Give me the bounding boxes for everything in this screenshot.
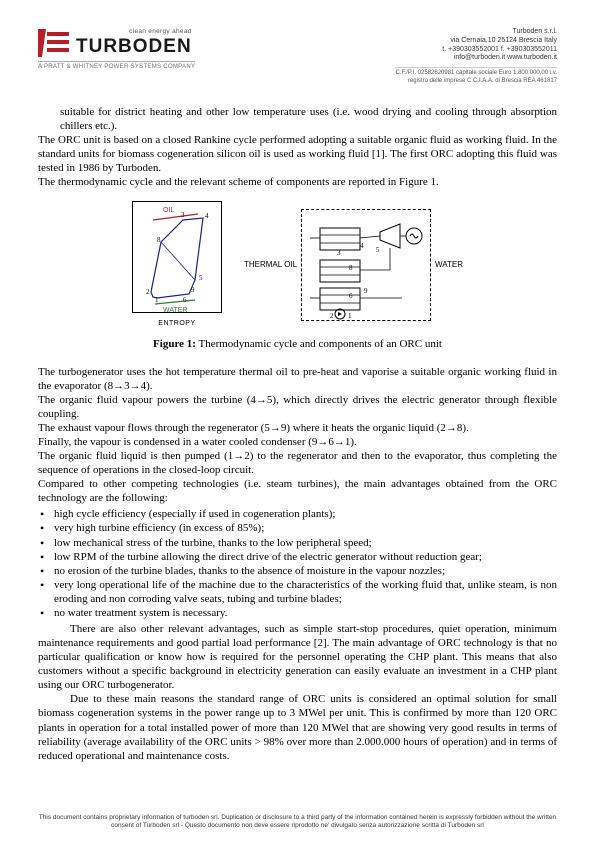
svg-text:3: 3	[181, 211, 185, 219]
document-body: suitable for district heating and other …	[38, 105, 557, 763]
paragraph-9: Compared to other competing technologies…	[38, 477, 557, 505]
svg-text:8: 8	[349, 264, 353, 272]
paragraph-2: The ORC unit is based on a closed Rankin…	[38, 133, 557, 175]
company-address: via Cernaia,10 25124 Brescia Italy	[395, 37, 557, 46]
thermal-oil-label: THERMAL OIL	[244, 261, 297, 270]
company-fiscal-2: registro delle imprese C.C.I.A.A. di Bre…	[395, 78, 557, 86]
list-item: low RPM of the turbine allowing the dire…	[38, 550, 557, 564]
svg-text:6: 6	[183, 296, 187, 304]
paragraph-3: The thermodynamic cycle and the relevant…	[38, 175, 557, 189]
svg-text:8: 8	[157, 236, 161, 244]
company-email: info@turboden.it www.turboden.it	[395, 54, 557, 63]
paragraph-11: Due to these main reasons the standard r…	[38, 692, 557, 762]
list-item: very long operational life of the machin…	[38, 578, 557, 606]
svg-text:4: 4	[360, 242, 364, 250]
svg-text:5: 5	[199, 274, 203, 282]
list-item: no erosion of the turbine blades, thanks…	[38, 564, 557, 578]
page-footer: This document contains proprietary infor…	[38, 814, 557, 830]
logo-tagline: clean energy ahead	[76, 28, 192, 35]
svg-text:2: 2	[330, 312, 334, 320]
paragraph-5: The organic fluid vapour powers the turb…	[38, 393, 557, 421]
svg-text:4: 4	[205, 212, 209, 220]
company-fiscal-1: C.F./P.I. 02582620981 capitale sociale E…	[395, 70, 557, 78]
logo-brand: TURBODEN	[76, 36, 192, 58]
paragraph-7: Finally, the vapour is condensed in a wa…	[38, 435, 557, 449]
schematic-water-label: WATER	[435, 260, 463, 270]
paragraph-6: The exhaust vapour flows through the reg…	[38, 421, 557, 435]
list-item: high cycle efficiency (especially if use…	[38, 507, 557, 521]
schematic-svg: 3 4 8 6 9 5	[301, 209, 431, 321]
svg-text:9: 9	[191, 286, 195, 294]
figure-caption-bold: Figure 1:	[153, 338, 196, 350]
figure-caption-text: Thermodynamic cycle and components of an…	[196, 338, 442, 350]
ts-xlabel: ENTROPY	[132, 320, 222, 329]
svg-text:5: 5	[376, 246, 380, 254]
logo-block: clean energy ahead TURBODEN A PRATT & WH…	[38, 28, 195, 70]
company-name: Turboden s.r.l.	[395, 28, 557, 37]
svg-text:1: 1	[155, 296, 159, 304]
water-label: WATER	[163, 307, 188, 313]
logo-subbrand: A PRATT & WHITNEY POWER SYSTEMS COMPANY	[38, 61, 195, 70]
list-item: no water treatment system is necessary.	[38, 606, 557, 620]
company-phone: t. +390303552001 f. +390303552011	[395, 46, 557, 55]
paragraph-8: The organic fluid liquid is then pumped …	[38, 449, 557, 477]
advantages-list: high cycle efficiency (especially if use…	[38, 507, 557, 620]
svg-text:1: 1	[348, 312, 352, 320]
paragraph-10: There are also other relevant advantages…	[38, 622, 557, 692]
schematic-diagram: THERMAL OIL 3 4 8 6 9	[244, 209, 463, 321]
ts-diagram: TEMPERATURE OIL WATER 3 4 5 8 9 6 2 1	[132, 201, 222, 328]
svg-text:9: 9	[364, 287, 368, 295]
paragraph-4: The turbogenerator uses the hot temperat…	[38, 365, 557, 393]
figure-caption: Figure 1: Thermodynamic cycle and compon…	[38, 337, 557, 351]
ts-diagram-svg: OIL WATER 3 4 5 8 9 6 2 1	[132, 201, 222, 313]
svg-text:2: 2	[146, 288, 150, 296]
paragraph-1: suitable for district heating and other …	[60, 105, 557, 133]
list-item: very high turbine efficiency (in excess …	[38, 521, 557, 535]
company-info: Turboden s.r.l. via Cernaia,10 25124 Bre…	[395, 28, 557, 85]
oil-label: OIL	[163, 207, 174, 214]
page-header: clean energy ahead TURBODEN A PRATT & WH…	[38, 28, 557, 85]
figure-1: TEMPERATURE OIL WATER 3 4 5 8 9 6 2 1	[38, 201, 557, 328]
svg-text:6: 6	[349, 292, 353, 300]
svg-text:3: 3	[337, 249, 341, 257]
turboden-logo-icon	[38, 29, 70, 57]
list-item: low mechanical stress of the turbine, th…	[38, 536, 557, 550]
